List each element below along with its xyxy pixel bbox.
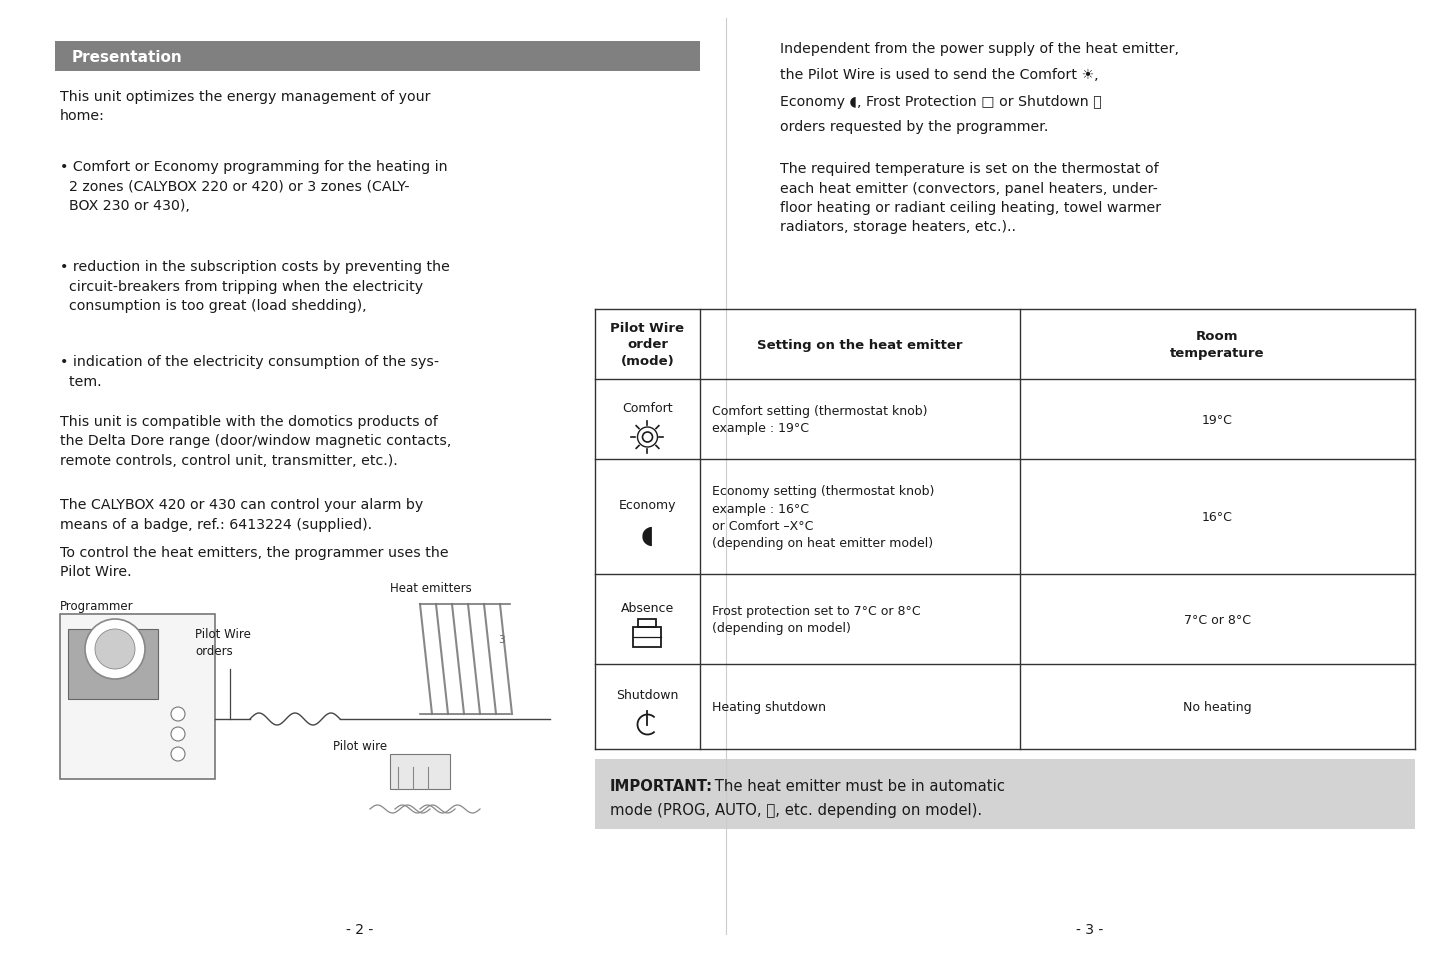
Bar: [390, 754, 450, 789]
Text: Absence: Absence: [621, 601, 675, 614]
Text: Room
temperature: Room temperature: [1171, 330, 1265, 359]
Text: • Comfort or Economy programming for the heating in
  2 zones (CALYBOX 220 or 42: • Comfort or Economy programming for the…: [59, 160, 447, 213]
Text: mode (PROG, AUTO, ⌛, etc. depending on model).: mode (PROG, AUTO, ⌛, etc. depending on m…: [609, 802, 982, 818]
Text: 7°C or 8°C: 7°C or 8°C: [1184, 613, 1251, 626]
Text: the Pilot Wire is used to send the Comfort ☀︎,: the Pilot Wire is used to send the Comfo…: [781, 68, 1098, 82]
Text: Presentation: Presentation: [73, 50, 183, 65]
Text: This unit optimizes the energy management of your
home:: This unit optimizes the energy managemen…: [59, 90, 431, 123]
Circle shape: [86, 619, 145, 679]
Circle shape: [171, 727, 184, 741]
Text: Comfort setting (thermostat knob)
example : 19°C: Comfort setting (thermostat knob) exampl…: [712, 405, 927, 435]
Text: To control the heat emitters, the programmer uses the
Pilot Wire.: To control the heat emitters, the progra…: [59, 545, 448, 578]
Text: Pilot Wire
order
(mode): Pilot Wire order (mode): [611, 322, 685, 367]
Text: Economy ◖, Frost Protection □ or Shutdown ⏻: Economy ◖, Frost Protection □ or Shutdow…: [781, 95, 1101, 109]
Text: - 2 -: - 2 -: [347, 923, 373, 936]
Bar: [638, 619, 656, 627]
Bar: [59, 615, 215, 780]
Text: • indication of the electricity consumption of the sys-
  tem.: • indication of the electricity consumpt…: [59, 355, 440, 388]
Text: Frost protection set to 7°C or 8°C
(depending on model): Frost protection set to 7°C or 8°C (depe…: [712, 604, 920, 635]
Text: • reduction in the subscription costs by preventing the
  circuit-breakers from : • reduction in the subscription costs by…: [59, 260, 450, 313]
Text: Comfort: Comfort: [622, 401, 673, 414]
Text: Economy: Economy: [618, 498, 676, 512]
Text: Pilot wire: Pilot wire: [332, 740, 387, 752]
Text: Heat emitters: Heat emitters: [390, 581, 472, 595]
Text: No heating: No heating: [1183, 700, 1252, 713]
Bar: [595, 760, 1415, 829]
Text: This unit is compatible with the domotics products of
the Delta Dore range (door: This unit is compatible with the domotic…: [59, 415, 451, 468]
Text: Programmer: Programmer: [59, 599, 133, 613]
Text: Setting on the heat emitter: Setting on the heat emitter: [757, 338, 963, 351]
Text: The CALYBOX 420 or 430 can control your alarm by
means of a badge, ref.: 6413224: The CALYBOX 420 or 430 can control your …: [59, 497, 424, 531]
Bar: [634, 627, 662, 647]
Text: Shutdown: Shutdown: [617, 688, 679, 701]
Text: orders requested by the programmer.: orders requested by the programmer.: [781, 120, 1049, 133]
Text: ◖: ◖: [641, 523, 654, 547]
Circle shape: [171, 707, 184, 721]
Text: 16°C: 16°C: [1201, 511, 1233, 523]
Bar: [68, 629, 158, 700]
Circle shape: [94, 629, 135, 669]
Text: Pilot Wire
orders: Pilot Wire orders: [194, 627, 251, 658]
Circle shape: [171, 747, 184, 761]
Text: Economy setting (thermostat knob)
example : 16°C
or Comfort –X°C
(depending on h: Economy setting (thermostat knob) exampl…: [712, 485, 934, 549]
Text: Heating shutdown: Heating shutdown: [712, 700, 826, 713]
Text: Independent from the power supply of the heat emitter,: Independent from the power supply of the…: [781, 42, 1180, 56]
Text: 3: 3: [498, 635, 505, 644]
Text: - 3 -: - 3 -: [1077, 923, 1104, 936]
Text: The required temperature is set on the thermostat of
each heat emitter (convecto: The required temperature is set on the t…: [781, 162, 1161, 234]
Text: IMPORTANT:: IMPORTANT:: [609, 779, 712, 794]
Text: 19°C: 19°C: [1201, 413, 1233, 426]
Text: The heat emitter must be in automatic: The heat emitter must be in automatic: [710, 779, 1006, 794]
Bar: [55, 42, 699, 71]
